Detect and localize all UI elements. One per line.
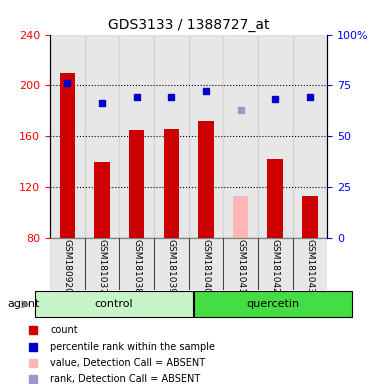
Text: value, Detection Call = ABSENT: value, Detection Call = ABSENT [50, 358, 206, 368]
Title: GDS3133 / 1388727_at: GDS3133 / 1388727_at [108, 18, 270, 32]
Bar [258, 238, 293, 290]
Bar [50, 238, 85, 290]
Bar [94, 162, 110, 238]
Bar [85, 238, 119, 290]
FancyBboxPatch shape [194, 291, 352, 317]
Bar [189, 35, 223, 238]
Bar [129, 130, 144, 238]
Text: GSM181039: GSM181039 [167, 239, 176, 294]
Bar [293, 238, 327, 290]
Text: count: count [50, 326, 78, 336]
Bar [293, 35, 327, 238]
Bar [85, 35, 119, 238]
Bar [119, 35, 154, 238]
Text: GSM181042: GSM181042 [271, 239, 280, 294]
Bar [119, 238, 154, 290]
Text: GSM181040: GSM181040 [201, 239, 211, 294]
Text: control: control [94, 299, 133, 310]
Bar [258, 35, 293, 238]
Bar [302, 196, 318, 238]
Bar [154, 35, 189, 238]
Text: GSM181038: GSM181038 [132, 239, 141, 294]
Text: quercetin: quercetin [247, 299, 300, 310]
Bar [223, 238, 258, 290]
Bar [164, 129, 179, 238]
Text: percentile rank within the sample: percentile rank within the sample [50, 342, 216, 352]
Text: GSM180920: GSM180920 [63, 239, 72, 294]
Text: agent: agent [8, 299, 40, 310]
Bar [198, 121, 214, 238]
Text: rank, Detection Call = ABSENT: rank, Detection Call = ABSENT [50, 374, 201, 384]
FancyBboxPatch shape [35, 291, 193, 317]
Text: GSM181037: GSM181037 [97, 239, 107, 294]
Bar [60, 73, 75, 238]
Bar [233, 196, 248, 238]
Bar [268, 159, 283, 238]
Bar [223, 35, 258, 238]
Text: GSM181043: GSM181043 [305, 239, 315, 294]
Bar [189, 238, 223, 290]
Bar [50, 35, 85, 238]
Text: GSM181041: GSM181041 [236, 239, 245, 294]
Bar [154, 238, 189, 290]
